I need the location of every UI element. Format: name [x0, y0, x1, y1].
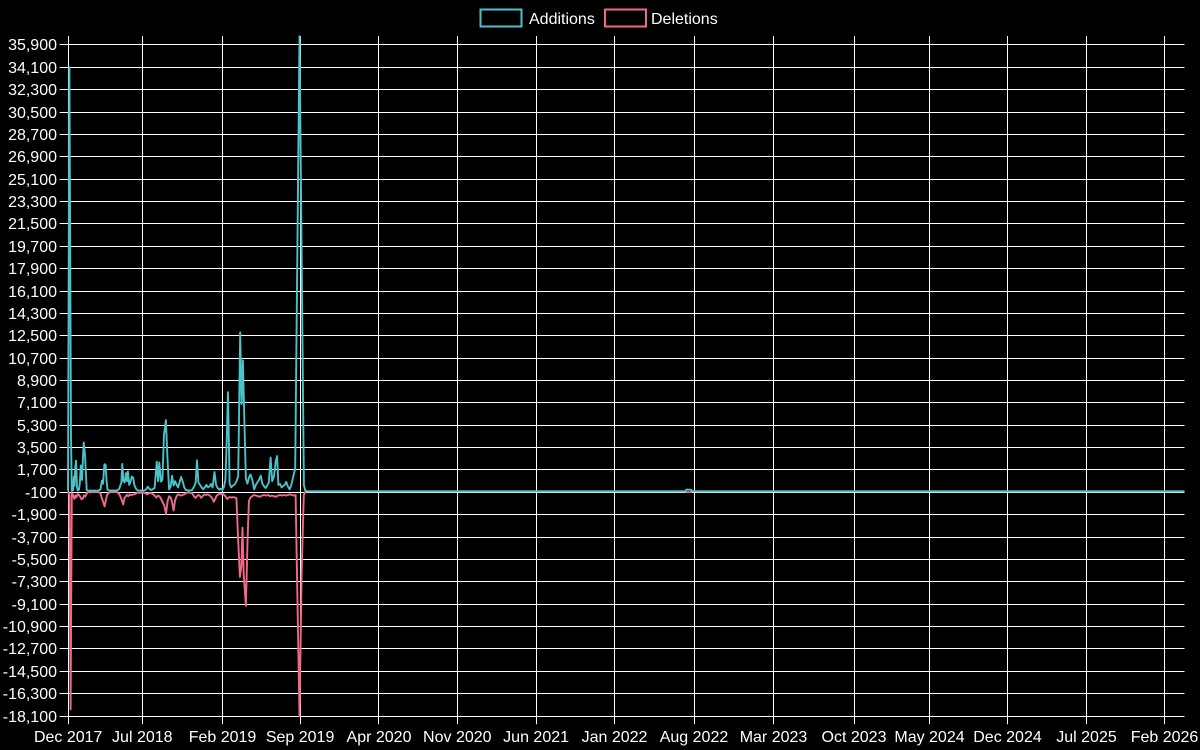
- svg-text:30,500: 30,500: [8, 105, 57, 122]
- svg-text:Jul 2025: Jul 2025: [1056, 729, 1117, 746]
- svg-text:Jun 2021: Jun 2021: [503, 729, 569, 746]
- svg-text:21,500: 21,500: [8, 216, 57, 233]
- svg-text:Aug 2022: Aug 2022: [660, 729, 729, 746]
- svg-text:Sep 2019: Sep 2019: [266, 729, 335, 746]
- svg-text:Dec 2017: Dec 2017: [34, 729, 103, 746]
- svg-text:35,900: 35,900: [8, 37, 57, 54]
- svg-text:-7,300: -7,300: [12, 574, 57, 591]
- svg-text:17,900: 17,900: [8, 261, 57, 278]
- svg-text:19,700: 19,700: [8, 239, 57, 256]
- svg-text:-16,300: -16,300: [3, 686, 57, 703]
- svg-text:8,900: 8,900: [17, 373, 57, 390]
- svg-text:Feb 2026: Feb 2026: [1131, 729, 1199, 746]
- svg-text:7,100: 7,100: [17, 395, 57, 412]
- svg-text:Apr 2020: Apr 2020: [347, 729, 412, 746]
- svg-text:25,100: 25,100: [8, 172, 57, 189]
- svg-text:Additions: Additions: [529, 11, 595, 28]
- svg-text:5,300: 5,300: [17, 418, 57, 435]
- svg-text:Jul 2018: Jul 2018: [112, 729, 173, 746]
- svg-text:-5,500: -5,500: [12, 552, 57, 569]
- svg-text:-14,500: -14,500: [3, 664, 57, 681]
- svg-text:Jan 2022: Jan 2022: [582, 729, 648, 746]
- svg-text:10,700: 10,700: [8, 351, 57, 368]
- svg-text:-10,900: -10,900: [3, 619, 57, 636]
- svg-text:Oct 2023: Oct 2023: [822, 729, 887, 746]
- svg-text:-1,900: -1,900: [12, 507, 57, 524]
- svg-text:16,100: 16,100: [8, 284, 57, 301]
- svg-text:Nov 2020: Nov 2020: [423, 729, 492, 746]
- svg-text:14,300: 14,300: [8, 306, 57, 323]
- svg-text:-3,700: -3,700: [12, 530, 57, 547]
- svg-text:23,300: 23,300: [8, 194, 57, 211]
- svg-text:3,500: 3,500: [17, 440, 57, 457]
- svg-text:Deletions: Deletions: [651, 11, 718, 28]
- svg-text:-18,100: -18,100: [3, 709, 57, 726]
- svg-text:-12,700: -12,700: [3, 641, 57, 658]
- svg-text:28,700: 28,700: [8, 127, 57, 144]
- svg-text:Dec 2024: Dec 2024: [973, 729, 1042, 746]
- svg-text:Feb 2019: Feb 2019: [189, 729, 257, 746]
- svg-text:12,500: 12,500: [8, 328, 57, 345]
- svg-text:-9,100: -9,100: [12, 597, 57, 614]
- svg-text:34,100: 34,100: [8, 60, 57, 77]
- svg-text:-100: -100: [25, 485, 57, 502]
- svg-text:1,700: 1,700: [17, 462, 57, 479]
- svg-text:26,900: 26,900: [8, 149, 57, 166]
- svg-text:May 2024: May 2024: [894, 729, 964, 746]
- svg-text:Mar 2023: Mar 2023: [740, 729, 808, 746]
- svg-text:32,300: 32,300: [8, 82, 57, 99]
